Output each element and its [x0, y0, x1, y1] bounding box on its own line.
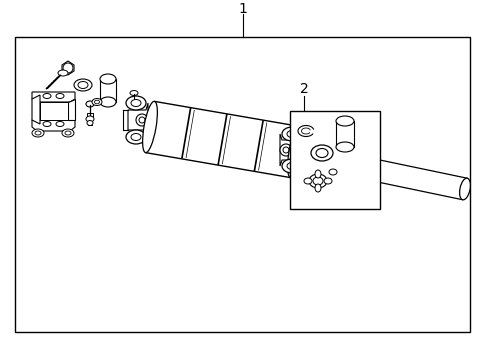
Ellipse shape	[459, 178, 469, 200]
Ellipse shape	[308, 174, 326, 188]
Ellipse shape	[32, 129, 44, 137]
Ellipse shape	[78, 81, 88, 89]
Ellipse shape	[287, 162, 296, 170]
Ellipse shape	[289, 174, 297, 178]
Ellipse shape	[92, 99, 102, 106]
Polygon shape	[32, 95, 40, 124]
Ellipse shape	[316, 149, 327, 157]
Ellipse shape	[86, 101, 94, 107]
Ellipse shape	[62, 129, 74, 137]
Ellipse shape	[303, 178, 311, 184]
Polygon shape	[32, 120, 75, 131]
Ellipse shape	[287, 126, 302, 178]
Ellipse shape	[318, 144, 341, 180]
Ellipse shape	[63, 63, 73, 73]
Ellipse shape	[126, 130, 146, 144]
Text: 2: 2	[299, 82, 308, 96]
Ellipse shape	[126, 96, 146, 110]
Ellipse shape	[328, 169, 336, 175]
Bar	[289, 111, 379, 209]
Ellipse shape	[86, 116, 94, 122]
Ellipse shape	[279, 144, 291, 156]
Ellipse shape	[323, 178, 332, 184]
Ellipse shape	[336, 151, 356, 179]
Ellipse shape	[56, 121, 64, 126]
Ellipse shape	[43, 121, 51, 126]
Ellipse shape	[100, 97, 116, 107]
Ellipse shape	[283, 147, 288, 153]
Ellipse shape	[87, 121, 93, 126]
Bar	[100, 79, 116, 102]
Ellipse shape	[65, 131, 71, 135]
Ellipse shape	[287, 131, 296, 137]
Ellipse shape	[130, 91, 138, 96]
Polygon shape	[62, 61, 74, 75]
Polygon shape	[68, 99, 75, 120]
Ellipse shape	[281, 127, 302, 141]
Ellipse shape	[341, 158, 351, 172]
Ellipse shape	[142, 101, 157, 153]
Ellipse shape	[100, 74, 116, 84]
Ellipse shape	[335, 116, 353, 126]
Polygon shape	[145, 101, 299, 178]
Polygon shape	[46, 75, 61, 89]
Polygon shape	[128, 103, 148, 137]
Polygon shape	[347, 154, 466, 200]
Bar	[335, 121, 353, 147]
Ellipse shape	[314, 184, 320, 192]
Ellipse shape	[43, 94, 51, 99]
Ellipse shape	[281, 159, 302, 173]
Bar	[87, 113, 93, 119]
Bar	[40, 102, 68, 120]
Polygon shape	[279, 134, 300, 166]
Ellipse shape	[56, 94, 64, 99]
Ellipse shape	[58, 70, 68, 76]
Ellipse shape	[94, 100, 99, 104]
Ellipse shape	[131, 134, 141, 141]
Ellipse shape	[74, 79, 92, 91]
Ellipse shape	[131, 100, 141, 106]
Ellipse shape	[312, 177, 322, 185]
Ellipse shape	[310, 145, 333, 161]
Ellipse shape	[35, 131, 41, 135]
Ellipse shape	[139, 117, 145, 123]
Ellipse shape	[314, 170, 320, 178]
Ellipse shape	[323, 152, 335, 172]
Text: 1: 1	[238, 2, 247, 16]
Ellipse shape	[345, 154, 354, 176]
Ellipse shape	[136, 114, 148, 126]
Bar	[15, 37, 469, 332]
Ellipse shape	[335, 142, 353, 152]
Polygon shape	[32, 92, 75, 102]
